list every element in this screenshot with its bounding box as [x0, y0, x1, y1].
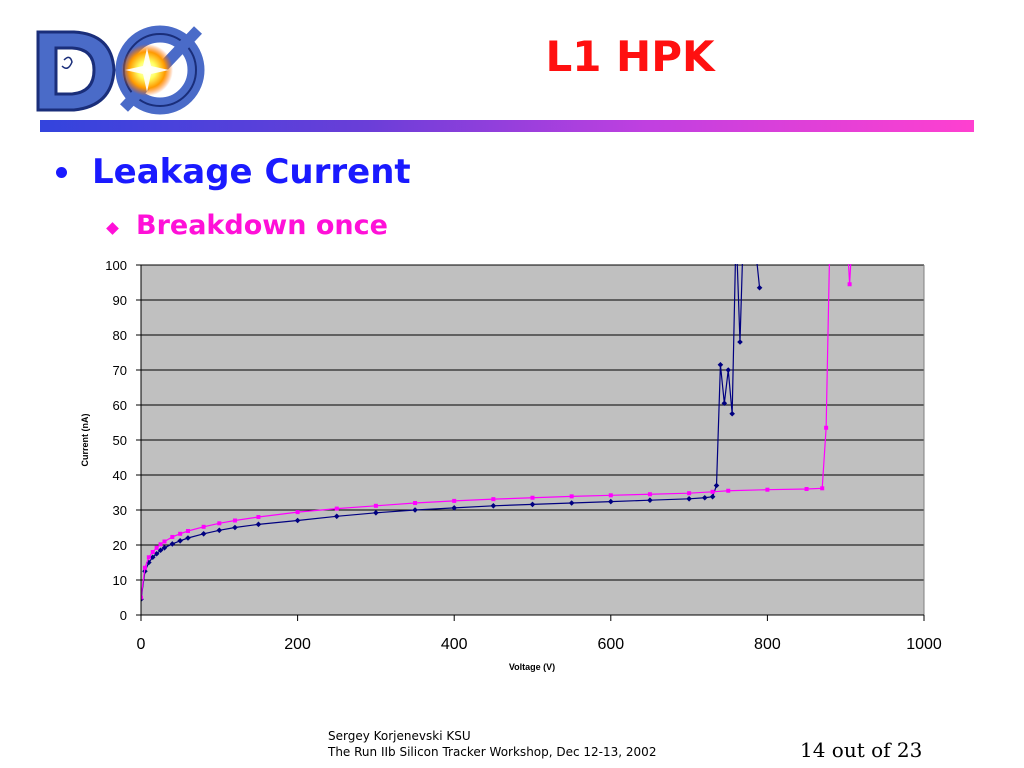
- data-point: [256, 515, 261, 519]
- data-point: [146, 559, 152, 566]
- data-point: [158, 542, 163, 547]
- data-point: [200, 531, 207, 537]
- data-point: [294, 517, 301, 524]
- y-tick-label: 50: [113, 433, 127, 448]
- y-tick-label: 0: [120, 608, 127, 623]
- data-point: [185, 535, 191, 541]
- data-point: [725, 367, 732, 373]
- data-point: [824, 425, 829, 430]
- data-point: [452, 498, 457, 503]
- data-point: [141, 595, 143, 600]
- data-point: [490, 503, 497, 509]
- data-point: [713, 482, 720, 489]
- data-point: [737, 339, 743, 345]
- data-point: [647, 497, 653, 503]
- y-tick-label: 100: [105, 258, 127, 273]
- x-tick-label: 600: [597, 636, 624, 653]
- data-point: [177, 538, 183, 544]
- data-point: [530, 495, 535, 500]
- data-point: [569, 494, 574, 499]
- series-group: [141, 264, 852, 603]
- data-point: [149, 554, 156, 561]
- x-tick-label: 1000: [906, 636, 942, 653]
- gridlines: [141, 264, 925, 615]
- data-point: [765, 487, 770, 492]
- x-tick-label: 400: [441, 636, 468, 653]
- page-number: 14 out of 23: [800, 738, 923, 762]
- data-point: [412, 507, 418, 513]
- data-point: [717, 361, 724, 368]
- data-point: [170, 534, 175, 539]
- x-tick-label: 0: [137, 636, 146, 653]
- footer-author: Sergey Korjenevski KSU: [328, 729, 471, 743]
- data-point: [185, 529, 190, 533]
- x-axis-title: Voltage (V): [509, 662, 555, 672]
- data-point: [150, 550, 155, 554]
- data-point: [687, 491, 692, 496]
- data-point: [157, 547, 164, 554]
- data-point: [373, 503, 378, 508]
- data-point: [232, 518, 237, 523]
- x-axis-ticks: 0 200 400 600 800 1000: [137, 615, 942, 653]
- data-point: [146, 555, 151, 560]
- y-tick-label: 30: [113, 503, 127, 518]
- data-point: [201, 524, 206, 529]
- sub-bullet-text: Breakdown once: [136, 210, 388, 241]
- y-axis-ticks: 0 10 20 30 40 50 60 70 80 90 100: [105, 258, 141, 623]
- y-tick-label: 90: [113, 293, 127, 308]
- data-point: [154, 545, 159, 550]
- data-point: [686, 496, 692, 502]
- data-point: [169, 541, 176, 547]
- data-point: [373, 510, 379, 516]
- footer-event: The Run IIb Silicon Tracker Workshop, De…: [328, 745, 657, 759]
- bullet-dot-icon: [56, 167, 67, 178]
- slide-title: L1 HPK: [545, 32, 715, 81]
- data-point: [608, 498, 614, 505]
- data-point: [413, 501, 418, 505]
- data-point: [608, 493, 613, 498]
- data-point: [255, 521, 262, 528]
- data-point: [295, 510, 300, 515]
- data-point: [729, 410, 735, 417]
- data-point: [153, 550, 160, 557]
- y-tick-label: 10: [113, 573, 127, 588]
- data-point: [847, 282, 852, 287]
- data-point: [217, 521, 222, 526]
- data-point: [568, 500, 575, 506]
- data-point: [178, 531, 183, 536]
- data-point: [820, 486, 825, 491]
- y-tick-label: 80: [113, 328, 127, 343]
- data-point: [721, 400, 728, 407]
- leakage-current-chart: 0 10 20 30 40 50 60 70 80 90 100 0 200 400 600 800 1000…: [80, 258, 942, 672]
- data-point: [756, 284, 763, 291]
- y-tick-label: 40: [113, 468, 127, 483]
- data-point: [334, 506, 339, 511]
- data-point: [701, 494, 708, 501]
- x-tick-label: 800: [754, 636, 781, 653]
- data-point: [232, 524, 238, 531]
- data-point: [804, 487, 809, 491]
- data-point: [647, 492, 652, 497]
- diamond-bullet-icon: [106, 222, 119, 235]
- bullet-main-text: Leakage Current: [92, 152, 411, 192]
- y-tick-label: 70: [113, 363, 127, 378]
- data-point: [333, 513, 340, 520]
- y-axis-title: Current (nA): [80, 414, 90, 467]
- data-point: [709, 493, 716, 500]
- data-point: [451, 505, 457, 511]
- data-point: [216, 527, 223, 534]
- y-tick-label: 20: [113, 538, 127, 553]
- data-point: [162, 539, 167, 544]
- data-point: [161, 545, 168, 551]
- title-underline-bar: [40, 120, 974, 132]
- x-tick-label: 200: [284, 636, 311, 653]
- data-point: [142, 565, 147, 570]
- data-point: [529, 501, 536, 508]
- data-point: [726, 488, 731, 493]
- d0-logo-icon: [36, 25, 205, 115]
- y-tick-label: 60: [113, 398, 127, 413]
- data-point: [491, 497, 496, 502]
- data-point: [710, 489, 715, 494]
